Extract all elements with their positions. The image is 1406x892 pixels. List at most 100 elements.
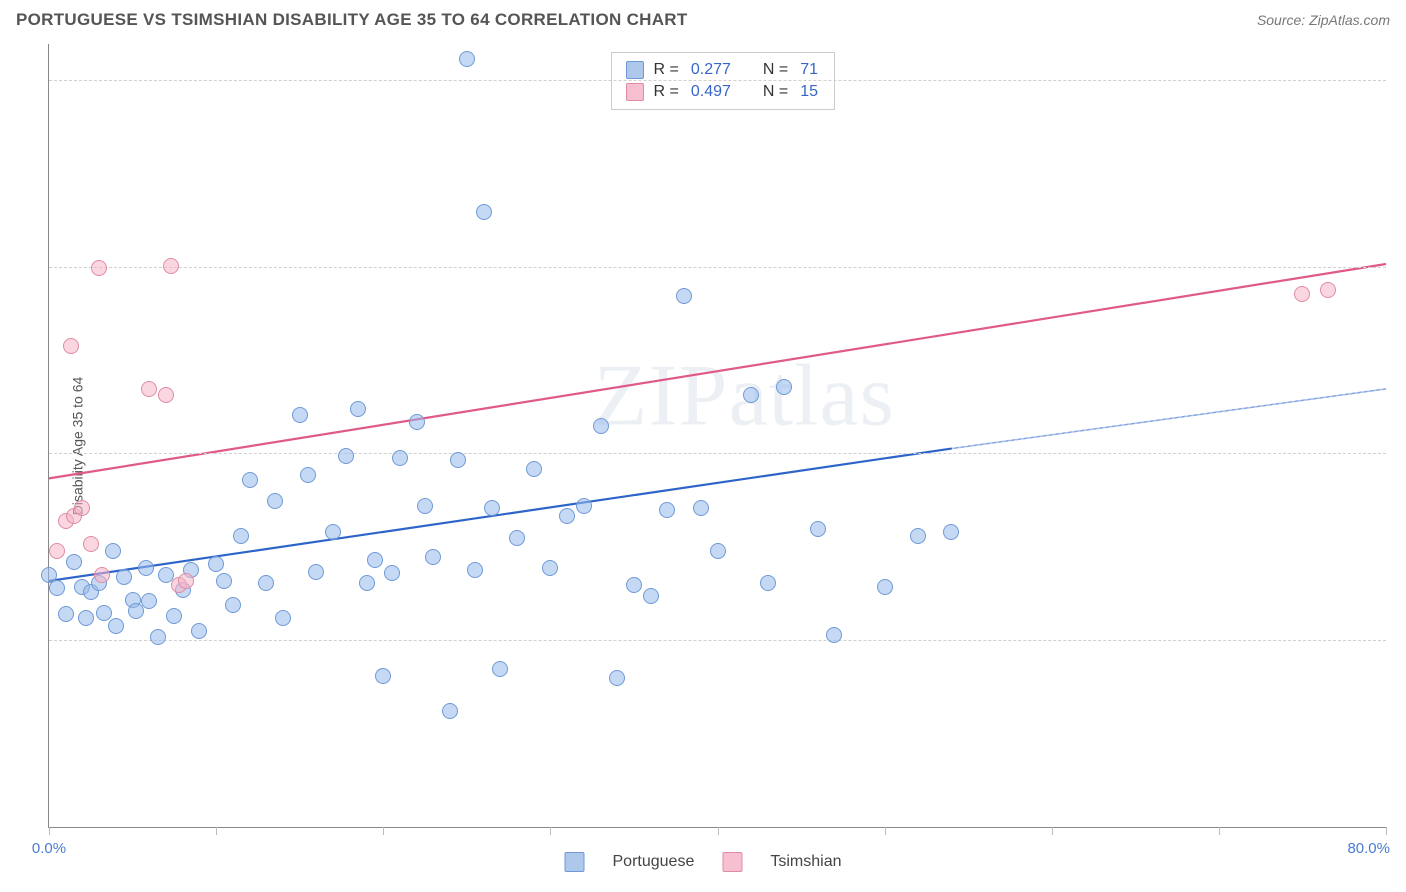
data-point-portuguese xyxy=(760,575,776,591)
y-tick-label: 10.0% xyxy=(1390,632,1406,649)
data-point-portuguese xyxy=(338,448,354,464)
scatter-plot: ZIPatlas R = 0.277 N = 71 R = 0.497 N = … xyxy=(48,44,1386,828)
data-point-portuguese xyxy=(877,579,893,595)
stat-r-portuguese: 0.277 xyxy=(691,61,731,79)
data-point-portuguese xyxy=(626,577,642,593)
data-point-portuguese xyxy=(776,379,792,395)
data-point-portuguese xyxy=(417,498,433,514)
stat-r-tsimshian: 0.497 xyxy=(691,83,731,101)
stat-n-tsimshian: 15 xyxy=(800,83,818,101)
stat-n-portuguese: 71 xyxy=(800,61,818,79)
data-point-portuguese xyxy=(676,288,692,304)
data-point-portuguese xyxy=(141,593,157,609)
x-tick xyxy=(383,827,384,835)
x-tick xyxy=(1386,827,1387,835)
bottom-legend: Portuguese Tsimshian xyxy=(565,852,842,872)
data-point-portuguese xyxy=(359,575,375,591)
data-point-portuguese xyxy=(105,543,121,559)
data-point-portuguese xyxy=(191,623,207,639)
data-point-portuguese xyxy=(526,461,542,477)
data-point-portuguese xyxy=(300,467,316,483)
data-point-portuguese xyxy=(409,414,425,430)
data-point-portuguese xyxy=(476,204,492,220)
data-point-portuguese xyxy=(910,528,926,544)
trend-lines xyxy=(49,44,1386,827)
stat-r-label: R = xyxy=(654,61,679,79)
data-point-tsimshian xyxy=(83,536,99,552)
data-point-portuguese xyxy=(710,543,726,559)
data-point-portuguese xyxy=(609,670,625,686)
data-point-portuguese xyxy=(467,562,483,578)
y-tick-label: 40.0% xyxy=(1390,73,1406,90)
data-point-portuguese xyxy=(66,554,82,570)
data-point-portuguese xyxy=(576,498,592,514)
x-tick xyxy=(550,827,551,835)
data-point-tsimshian xyxy=(49,543,65,559)
legend-swatch-portuguese-icon xyxy=(565,852,585,872)
data-point-portuguese xyxy=(138,560,154,576)
data-point-tsimshian xyxy=(1320,282,1336,298)
data-point-portuguese xyxy=(350,401,366,417)
data-point-portuguese xyxy=(325,524,341,540)
x-tick-label: 0.0% xyxy=(32,840,66,857)
data-point-portuguese xyxy=(542,560,558,576)
legend-label-portuguese: Portuguese xyxy=(613,853,695,871)
chart-title: PORTUGUESE VS TSIMSHIAN DISABILITY AGE 3… xyxy=(16,10,688,30)
data-point-portuguese xyxy=(166,608,182,624)
data-point-portuguese xyxy=(375,668,391,684)
data-point-tsimshian xyxy=(63,338,79,354)
data-point-portuguese xyxy=(659,502,675,518)
x-tick xyxy=(885,827,886,835)
data-point-portuguese xyxy=(450,452,466,468)
y-tick-label: 30.0% xyxy=(1390,259,1406,276)
data-point-portuguese xyxy=(810,521,826,537)
data-point-tsimshian xyxy=(158,387,174,403)
data-point-portuguese xyxy=(367,552,383,568)
data-point-portuguese xyxy=(225,597,241,613)
legend-swatch-tsimshian-icon xyxy=(722,852,742,872)
x-tick xyxy=(1219,827,1220,835)
data-point-portuguese xyxy=(96,605,112,621)
data-point-portuguese xyxy=(743,387,759,403)
data-point-tsimshian xyxy=(163,258,179,274)
data-point-portuguese xyxy=(392,450,408,466)
data-point-portuguese xyxy=(208,556,224,572)
data-point-portuguese xyxy=(108,618,124,634)
stats-row-tsimshian: R = 0.497 N = 15 xyxy=(626,81,821,103)
data-point-portuguese xyxy=(459,51,475,67)
data-point-portuguese xyxy=(693,500,709,516)
data-point-portuguese xyxy=(216,573,232,589)
data-point-portuguese xyxy=(58,606,74,622)
gridline xyxy=(49,453,1386,454)
data-point-portuguese xyxy=(492,661,508,677)
data-point-portuguese xyxy=(593,418,609,434)
stats-row-portuguese: R = 0.277 N = 71 xyxy=(626,59,821,81)
data-point-tsimshian xyxy=(94,567,110,583)
gridline xyxy=(49,267,1386,268)
data-point-tsimshian xyxy=(74,500,90,516)
data-point-portuguese xyxy=(267,493,283,509)
x-tick xyxy=(49,827,50,835)
data-point-portuguese xyxy=(292,407,308,423)
data-point-portuguese xyxy=(425,549,441,565)
x-tick xyxy=(1052,827,1053,835)
data-point-portuguese xyxy=(384,565,400,581)
gridline xyxy=(49,80,1386,81)
stat-n-label: N = xyxy=(763,83,788,101)
data-point-portuguese xyxy=(242,472,258,488)
data-point-portuguese xyxy=(49,580,65,596)
x-tick xyxy=(216,827,217,835)
source-label: Source: ZipAtlas.com xyxy=(1257,12,1390,28)
swatch-portuguese-icon xyxy=(626,61,644,79)
data-point-portuguese xyxy=(116,569,132,585)
legend-label-tsimshian: Tsimshian xyxy=(770,853,841,871)
data-point-tsimshian xyxy=(178,573,194,589)
data-point-portuguese xyxy=(559,508,575,524)
swatch-tsimshian-icon xyxy=(626,83,644,101)
data-point-tsimshian xyxy=(91,260,107,276)
gridline xyxy=(49,640,1386,641)
data-point-portuguese xyxy=(275,610,291,626)
x-tick-label: 80.0% xyxy=(1347,840,1390,857)
data-point-portuguese xyxy=(484,500,500,516)
data-point-portuguese xyxy=(150,629,166,645)
